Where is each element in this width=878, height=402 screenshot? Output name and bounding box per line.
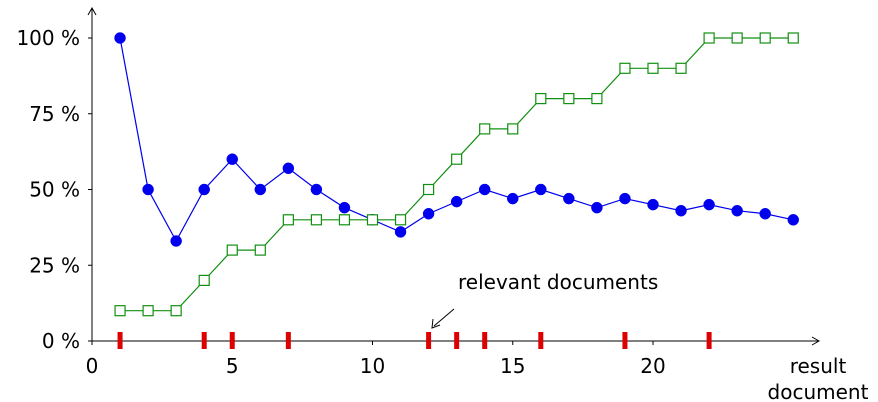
series-1-line (119, 37, 794, 243)
series-2-point (394, 214, 407, 226)
relevant-document-marker (201, 332, 207, 349)
series-1-point (142, 183, 154, 196)
series-1-point (703, 198, 715, 211)
series-2-point (282, 214, 294, 226)
series-2-line (120, 37, 794, 312)
series-1-point (507, 192, 519, 205)
series-2-point (142, 305, 154, 317)
y-tick-label: 0 % (42, 329, 80, 353)
series-2-point (366, 214, 379, 226)
series-1-point (787, 214, 799, 226)
series-2-point (647, 62, 659, 74)
y-ticks: 0 % 25 % 50 % 75 % 100 % (16, 26, 92, 353)
x-tick-label: 10 (360, 354, 385, 378)
axes (87, 6, 821, 346)
series-2-point (759, 32, 771, 44)
series-2-point (451, 153, 463, 165)
series-2-point (619, 62, 631, 74)
x-tick-label: 15 (500, 354, 525, 378)
series-2-point (226, 244, 238, 256)
series-1-point (759, 207, 771, 220)
series-1-point (478, 183, 491, 196)
series-2-point (338, 214, 351, 226)
series-1-point (310, 183, 323, 196)
series-2-point (254, 244, 266, 256)
x-axis-arrow-icon (811, 336, 821, 346)
relevant-document-marker (622, 332, 628, 349)
relevant-document-marker (229, 332, 235, 349)
y-tick-label: 75 % (29, 102, 80, 126)
series-1-point (282, 162, 295, 175)
series-1-point (563, 192, 575, 205)
relevant-document-marker (117, 332, 123, 349)
relevant-document-marker (706, 332, 712, 349)
x-tick-label: 5 (226, 354, 239, 378)
y-tick-label: 50 % (29, 178, 80, 202)
annotation-arrow (433, 308, 455, 327)
series-layer (114, 32, 799, 317)
series-1-point (422, 207, 435, 220)
series-1-point (114, 32, 126, 44)
x-axis-label-line1: result (790, 354, 847, 378)
series-2-point (675, 62, 687, 74)
series-2-point (507, 123, 519, 135)
relevant-document-marker (426, 332, 432, 349)
y-tick-label: 100 % (16, 26, 80, 50)
series-1-point (254, 183, 267, 196)
series-2-point (114, 305, 126, 317)
series-1-point (675, 204, 687, 217)
series-2-point (198, 274, 210, 286)
series-2-point (170, 305, 182, 317)
series-2-point (423, 183, 435, 196)
series-1-point (226, 153, 238, 165)
series-1-point (619, 192, 631, 205)
series-1-point (647, 198, 659, 211)
series-2-point (310, 214, 322, 226)
y-tick-label: 25 % (29, 253, 80, 277)
annotation-arrowhead-icon (431, 318, 441, 329)
relevant-document-marker (538, 332, 544, 349)
relevant-document-marker (285, 332, 291, 349)
series-2-point (479, 123, 491, 135)
x-tick-label: 0 (86, 354, 99, 378)
x-ticks: 0 5 10 15 20 (86, 341, 666, 378)
relevant-document-marker (454, 332, 460, 349)
series-1-point (170, 235, 182, 247)
series-1-point (394, 226, 407, 238)
relevant-markers (117, 332, 712, 349)
x-axis-label-line2: document (768, 380, 869, 402)
series-2-point (731, 32, 743, 44)
series-1-point (535, 183, 547, 196)
x-tick-label: 20 (640, 354, 665, 378)
series-2-point (535, 92, 547, 105)
series-2-point (703, 32, 715, 44)
annotation: relevant documents (431, 270, 658, 329)
series-1-point (591, 201, 603, 214)
y-axis-arrow-icon (87, 6, 97, 16)
series-2-point (787, 32, 799, 44)
series-1-point (450, 195, 463, 208)
series-2-point (591, 92, 603, 105)
series-2-point (563, 92, 575, 105)
annotation-label: relevant documents (458, 270, 658, 294)
series-1-point (338, 201, 351, 214)
series-1-point (198, 183, 210, 196)
relevant-document-marker (482, 332, 488, 349)
series-1-point (731, 204, 743, 217)
